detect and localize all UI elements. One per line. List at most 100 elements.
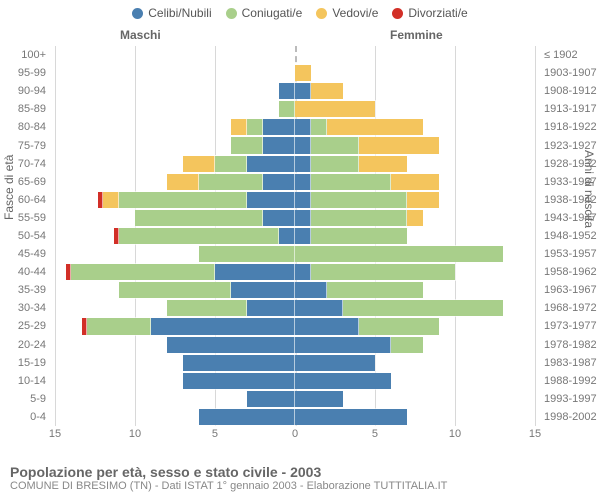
bar-row (55, 336, 535, 354)
segment-married (119, 282, 231, 298)
segment-married (231, 137, 263, 153)
x-tick: 15 (49, 428, 61, 440)
female-bar (295, 337, 423, 353)
age-label: 40-44 (0, 263, 50, 281)
segment-married (199, 246, 295, 262)
birth-label: 1963-1967 (544, 281, 600, 299)
segment-single (247, 391, 295, 407)
segment-single (295, 264, 311, 280)
x-tick: 10 (129, 428, 141, 440)
legend: Celibi/NubiliConiugati/eVedovi/eDivorzia… (0, 0, 600, 20)
segment-single (199, 409, 295, 425)
female-bar (295, 391, 343, 407)
segment-married (311, 210, 407, 226)
age-label: 5-9 (0, 390, 50, 408)
male-bar (167, 337, 295, 353)
bar-row (55, 82, 535, 100)
segment-single (295, 409, 407, 425)
segment-married (247, 119, 263, 135)
male-bar (114, 228, 295, 244)
chart-title: Popolazione per età, sesso e stato civil… (10, 464, 590, 480)
female-bar (295, 65, 311, 81)
segment-single (247, 192, 295, 208)
male-bar (183, 373, 295, 389)
birth-label: 1903-1907 (544, 64, 600, 82)
segment-widowed (167, 174, 199, 190)
age-labels: 100+95-9990-9485-8980-8475-7970-7465-696… (0, 46, 50, 426)
segment-single (295, 282, 327, 298)
age-label: 85-89 (0, 100, 50, 118)
birth-label: ≤ 1902 (544, 46, 600, 64)
bar-row (55, 191, 535, 209)
segment-single (295, 337, 391, 353)
legend-swatch (392, 8, 403, 19)
population-pyramid-chart: Celibi/NubiliConiugati/eVedovi/eDivorzia… (0, 0, 600, 500)
segment-married (135, 210, 263, 226)
age-label: 70-74 (0, 155, 50, 173)
male-bar (82, 318, 295, 334)
male-bar (231, 119, 295, 135)
birth-label: 1913-1917 (544, 100, 600, 118)
segment-single (263, 174, 295, 190)
birth-label: 1973-1977 (544, 317, 600, 335)
female-bar (295, 174, 439, 190)
female-bar (295, 119, 423, 135)
segment-married (343, 300, 503, 316)
female-bar (295, 409, 407, 425)
male-bar (231, 137, 295, 153)
segment-single (215, 264, 295, 280)
age-label: 45-49 (0, 245, 50, 263)
segment-single (247, 156, 295, 172)
segment-married (71, 264, 215, 280)
birth-label: 1968-1972 (544, 299, 600, 317)
segment-widowed (231, 119, 247, 135)
segment-widowed (359, 137, 439, 153)
segment-single (295, 300, 343, 316)
bar-row (55, 263, 535, 281)
male-bar (199, 246, 295, 262)
female-bar (295, 282, 423, 298)
segment-single (183, 373, 295, 389)
segment-married (87, 318, 151, 334)
segment-single (295, 318, 359, 334)
bar-row (55, 209, 535, 227)
bar-row (55, 281, 535, 299)
segment-single (295, 391, 343, 407)
legend-item-married: Coniugati/e (226, 6, 303, 20)
birth-label: 1978-1982 (544, 336, 600, 354)
segment-married (311, 137, 359, 153)
segment-married (391, 337, 423, 353)
male-bar (66, 264, 295, 280)
segment-married (119, 192, 247, 208)
female-bar (295, 156, 407, 172)
segment-widowed (407, 192, 439, 208)
segment-married (359, 318, 439, 334)
female-bar (295, 101, 375, 117)
male-bar (199, 409, 295, 425)
birth-label: 1943-1947 (544, 209, 600, 227)
age-label: 35-39 (0, 281, 50, 299)
segment-single (295, 119, 311, 135)
birth-label: 1983-1987 (544, 354, 600, 372)
birth-label: 1953-1957 (544, 245, 600, 263)
age-label: 0-4 (0, 408, 50, 426)
segment-widowed (407, 210, 423, 226)
birth-label: 1938-1942 (544, 191, 600, 209)
segment-single (279, 83, 295, 99)
bar-row (55, 390, 535, 408)
legend-swatch (226, 8, 237, 19)
bar-row (55, 372, 535, 390)
female-bar (295, 246, 503, 262)
x-tick: 15 (529, 428, 541, 440)
plot-area (55, 46, 535, 426)
male-column-head: Maschi (120, 28, 161, 42)
segment-widowed (103, 192, 119, 208)
female-bar (295, 137, 439, 153)
segment-married (311, 264, 455, 280)
segment-married (327, 282, 423, 298)
bar-row (55, 317, 535, 335)
segment-widowed (295, 101, 375, 117)
legend-label: Divorziati/e (408, 6, 467, 20)
segment-single (183, 355, 295, 371)
bar-row (55, 100, 535, 118)
